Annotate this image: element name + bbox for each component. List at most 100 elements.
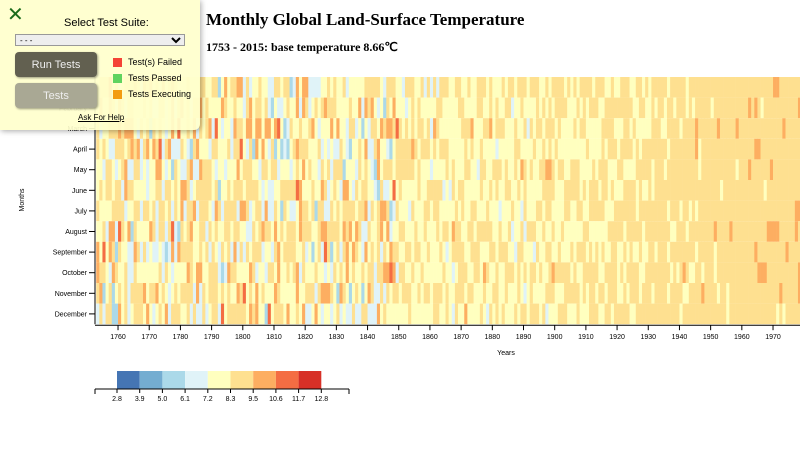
heatmap-cell <box>189 159 194 180</box>
heatmap-cell <box>199 180 203 201</box>
heatmap-cell <box>355 159 359 180</box>
heatmap-cell <box>467 118 471 139</box>
heatmap-cell <box>486 200 490 222</box>
heatmap-cell <box>532 241 537 263</box>
heatmap-cell <box>121 303 125 325</box>
heatmap-cell <box>330 303 334 325</box>
heatmap-cell <box>551 262 555 283</box>
heatmap-cell <box>183 138 187 160</box>
heatmap-cell <box>383 200 387 222</box>
test-suite-select[interactable]: - - - <box>15 34 185 46</box>
heatmap-cell <box>192 138 197 160</box>
legend-executing: Tests Executing <box>113 89 191 99</box>
heatmap-cell <box>380 303 384 325</box>
ask-for-help-link[interactable]: Ask For Help <box>78 113 125 122</box>
heatmap-cell <box>585 159 590 180</box>
heatmap-cell <box>688 241 693 263</box>
heatmap-cell <box>361 200 365 222</box>
heatmap-cell <box>192 283 197 304</box>
heatmap-cell <box>613 77 618 98</box>
heatmap-cell <box>149 241 153 263</box>
heatmap-cell <box>635 303 640 325</box>
heatmap-cell <box>492 77 496 98</box>
heatmap-cell <box>592 180 596 201</box>
run-tests-button[interactable]: Run Tests <box>15 52 97 77</box>
y-tick-label: November <box>55 291 88 298</box>
heatmap-cell <box>670 283 674 304</box>
heatmap-cell <box>105 159 109 180</box>
heatmap-cell <box>654 77 658 98</box>
heatmap-cell <box>535 180 540 201</box>
x-tick-label: 1880 <box>485 334 501 341</box>
heatmap-cell <box>196 180 200 201</box>
heatmap-cell <box>517 180 521 201</box>
heatmap-cell <box>454 180 459 201</box>
heatmap-cell <box>458 180 462 201</box>
heatmap-cell <box>729 77 733 98</box>
heatmap-cell <box>286 262 290 283</box>
heatmap-cell <box>492 180 496 201</box>
heatmap-cell <box>199 262 203 283</box>
heatmap-cell <box>520 118 524 139</box>
heatmap-cell <box>401 303 406 325</box>
y-tick-label: October <box>62 270 88 277</box>
heatmap-cell <box>111 159 116 180</box>
heatmap-cell <box>320 221 325 242</box>
heatmap-cell <box>782 118 786 139</box>
heatmap-cell <box>476 283 481 304</box>
heatmap-cell <box>645 138 649 160</box>
heatmap-cell <box>610 283 615 304</box>
heatmap-cell <box>230 97 234 119</box>
heatmap-cell <box>738 77 743 98</box>
heatmap-cell <box>620 262 624 283</box>
heatmap-cell <box>698 77 702 98</box>
heatmap-cell <box>345 180 350 201</box>
heatmap-cell <box>220 200 225 222</box>
heatmap-cell <box>773 200 777 222</box>
heatmap-cell <box>595 97 599 119</box>
heatmap-cell <box>118 303 122 325</box>
heatmap-cell <box>417 118 421 139</box>
heatmap-cell <box>557 241 562 263</box>
heatmap-cell <box>136 200 141 222</box>
heatmap-cell <box>663 180 668 201</box>
heatmap-cell <box>404 200 409 222</box>
heatmap-cell <box>242 159 247 180</box>
heatmap-cell <box>461 283 465 304</box>
heatmap-cell <box>389 200 393 222</box>
heatmap-cell <box>199 77 203 98</box>
heatmap-cell <box>439 138 443 160</box>
heatmap-cell <box>751 159 755 180</box>
heatmap-cell <box>383 138 387 160</box>
heatmap-cell <box>308 118 312 139</box>
heatmap-cell <box>404 138 409 160</box>
heatmap-cell <box>791 303 796 325</box>
heatmap-cell <box>398 283 403 304</box>
heatmap-cell <box>255 221 259 242</box>
heatmap-cell <box>317 180 322 201</box>
heatmap-cell <box>532 283 537 304</box>
heatmap-cell <box>788 241 793 263</box>
heatmap-cell <box>557 303 562 325</box>
heatmap-cell <box>773 221 777 242</box>
heatmap-cell <box>776 180 780 201</box>
heatmap-cell <box>433 200 437 222</box>
heatmap-cell <box>317 97 322 119</box>
tests-button[interactable]: Tests <box>15 83 97 108</box>
heatmap-cell <box>654 159 658 180</box>
heatmap-cell <box>174 303 178 325</box>
heatmap-cell <box>311 221 315 242</box>
heatmap-cell <box>320 303 325 325</box>
heatmap-cell <box>744 180 749 201</box>
heatmap-cell <box>283 283 287 304</box>
close-x-icon[interactable]: ✕ <box>7 2 24 26</box>
heatmap-cell <box>632 241 637 263</box>
heatmap-cell <box>439 200 443 222</box>
heatmap-cell <box>695 180 699 201</box>
heatmap-cell <box>473 303 478 325</box>
heatmap-cell <box>645 221 649 242</box>
heatmap-cell <box>520 97 524 119</box>
heatmap-cell <box>236 118 240 139</box>
heatmap-cell <box>283 138 287 160</box>
heatmap-cell <box>339 159 343 180</box>
